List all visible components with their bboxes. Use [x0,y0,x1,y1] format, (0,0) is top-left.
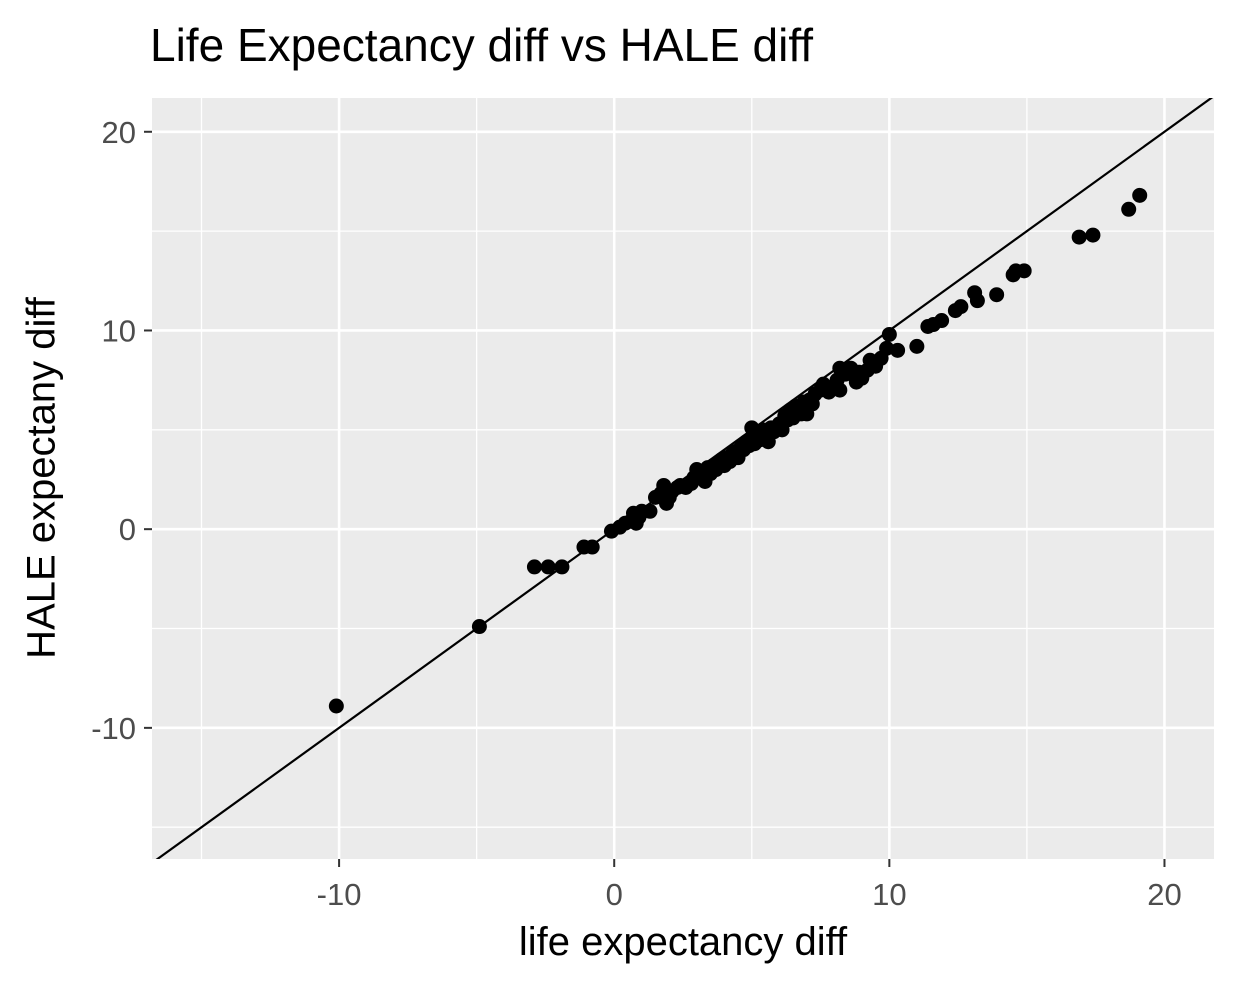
data-point [526,559,542,575]
data-point [1071,229,1087,245]
x-tick-label: 0 [606,877,623,912]
data-point [934,313,950,329]
plot-panel [152,98,1214,859]
data-point [642,503,658,519]
x-tick-label: -10 [317,877,362,912]
y-tick-label: 20 [102,115,136,150]
y-tick-label: -10 [91,711,136,746]
data-point [1085,227,1101,243]
data-point [1132,187,1148,203]
data-point [909,338,925,354]
y-axis-label: HALE expectany diff [19,297,64,659]
data-point [890,342,906,358]
data-point [554,559,570,575]
data-point [832,382,848,398]
data-point [471,619,487,635]
x-axis-label: life expectancy diff [518,920,848,964]
data-point [969,293,985,309]
x-tick-label: 20 [1147,877,1181,912]
y-tick-label: 10 [102,313,136,348]
data-point [540,559,556,575]
data-point [1016,263,1032,279]
y-tick-label: 0 [119,512,136,547]
data-point [328,698,344,714]
x-tick-label: 10 [872,877,906,912]
data-point [953,299,969,315]
data-point [989,287,1005,303]
data-point [584,539,600,555]
data-point [881,326,897,342]
data-point [1121,201,1137,217]
chart-title: Life Expectancy diff vs HALE diff [150,19,814,71]
